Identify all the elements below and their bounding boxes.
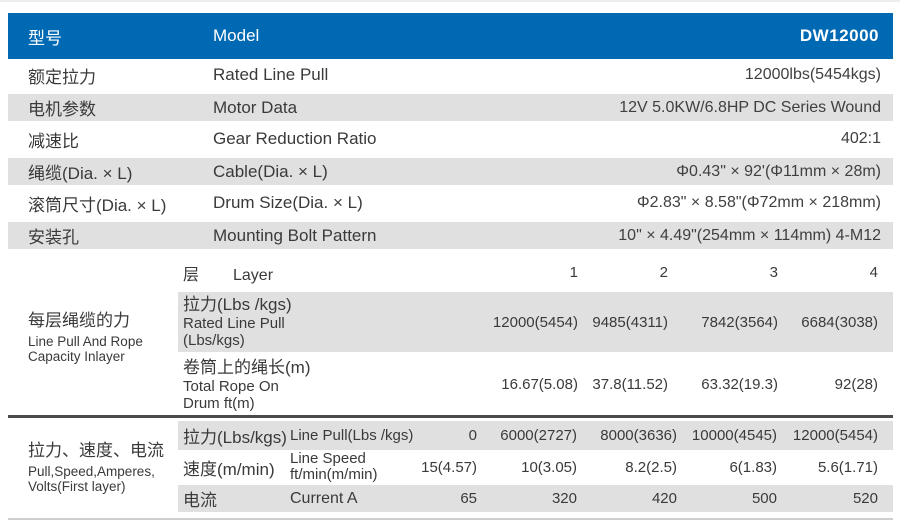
layer-header-label: 层 Layer [178, 261, 450, 285]
layer-pull-row: 拉力(Lbs /kgs) Rated Line Pull (Lbs/kgs) 1… [178, 290, 893, 354]
spec-label-cn: 安装孔 [28, 228, 79, 247]
perf-speed-value: 8.2(2.5) [625, 458, 677, 476]
layer-header-row: 层 Layer 1 2 3 4 [178, 255, 893, 290]
perf-speed-value: 10(3.05) [521, 458, 577, 476]
section-divider [8, 415, 893, 418]
spec-label-en: Rated Line Pull [213, 65, 329, 84]
side-label-cn: 每层绳缆的力 [28, 310, 130, 330]
performance-pull-row: 拉力(Lbs/kgs) Line Pull(Lbs /kgs) 0 6000(2… [178, 418, 893, 450]
layer-rope-label: 卷筒上的绳长(m) Total Rope On Drum ft(m) [178, 358, 450, 412]
spec-value: Φ0.43" × 92'(Φ11mm × 28m) [676, 162, 881, 180]
spec-label-cn: 电机参数 [28, 100, 96, 119]
perf-pull-value: 0 [468, 427, 477, 444]
spec-value: 10" × 4.49"(254mm × 114mm) 4-M12 [618, 226, 881, 244]
layer-number: 3 [769, 264, 778, 281]
layer-capacity-section: 每层绳缆的力 Line Pull And Rope Capacity Inlay… [8, 255, 893, 415]
perf-speed-value: 5.6(1.71) [817, 458, 878, 476]
perf-current-label-cn: 电流 [183, 491, 217, 510]
pull-value: 9485(4311) [592, 313, 668, 331]
perf-speed-label-en: Line Speed ft/min(m/min) [290, 451, 420, 483]
performance-section: 拉力、速度、电流 Pull,Speed,Amperes, Volts(First… [8, 418, 893, 512]
spec-label-cn: 额定拉力 [28, 67, 96, 87]
spec-table: 型号 Model DW12000 额定拉力 Rated Line Pull 12… [8, 13, 893, 520]
model-label-cn: 型号 [28, 28, 62, 48]
perf-speed-value: 6(1.83) [729, 458, 777, 476]
perf-current-value: 320 [551, 490, 577, 507]
perf-pull-label-en: Line Pull(Lbs /kgs) [290, 426, 414, 444]
layer-rope-row: 卷筒上的绳长(m) Total Rope On Drum ft(m) 16.67… [178, 354, 893, 415]
rope-value: 37.8(11.52) [592, 376, 668, 393]
model-value: DW12000 [799, 26, 879, 45]
speed-label-en-line2: ft/min(m/min) [290, 466, 378, 483]
rope-label-cn: 卷筒上的绳长(m) [183, 357, 311, 377]
pull-label-cn: 拉力(Lbs /kgs) [183, 295, 292, 314]
perf-pull-value: 8000(3636) [600, 427, 677, 444]
side-label-en: Volts(First layer) [28, 479, 126, 494]
side-label-en: Pull,Speed,Amperes, [28, 463, 155, 479]
layer-section-side-label: 每层绳缆的力 Line Pull And Rope Capacity Inlay… [8, 255, 178, 415]
performance-speed-row: 速度(m/min) Line Speed ft/min(m/min) 15(4.… [178, 450, 893, 484]
spec-row-rated-line-pull: 额定拉力 Rated Line Pull 12000lbs(5454kgs) [8, 59, 893, 91]
spec-value: Φ2.83" × 8.58"(Φ72mm × 218mm) [636, 194, 881, 211]
bottom-divider [8, 518, 893, 520]
spec-label-en: Cable(Dia. × L) [213, 161, 328, 181]
pull-label-en: Rated Line Pull [183, 315, 285, 332]
perf-current-value: 65 [460, 490, 477, 507]
side-label-cn: 拉力、速度、电流 [28, 440, 164, 460]
spec-label-cn: 绳缆(Dia. × L) [28, 164, 133, 183]
spec-label-en: Drum Size(Dia. × L) [213, 193, 363, 212]
layer-label-cn: 层 [183, 266, 200, 284]
spec-label-cn: 减速比 [28, 131, 79, 151]
spec-label-en: Motor Data [213, 97, 298, 117]
perf-speed-label-cn: 速度(m/min) [183, 459, 275, 479]
perf-speed-value: 15(4.57) [421, 458, 477, 476]
layer-number: 1 [569, 264, 578, 281]
side-label-en: Line Pull And Rope [28, 333, 143, 349]
perf-pull-label-cn: 拉力(Lbs/kgs) [183, 428, 287, 447]
spec-label-cn: 滚筒尺寸(Dia. × L) [28, 195, 167, 215]
spec-row-drum-size: 滚筒尺寸(Dia. × L) Drum Size(Dia. × L) Φ2.83… [8, 187, 893, 219]
perf-pull-value: 12000(5454) [792, 427, 878, 444]
pull-value: 7842(3564) [701, 313, 778, 331]
perf-current-value: 520 [852, 490, 878, 507]
perf-current-label-en: Current A [290, 489, 358, 507]
pull-label-en: (Lbs/kgs) [183, 332, 245, 349]
layer-number: 4 [869, 264, 878, 281]
pull-value: 12000(5454) [492, 313, 578, 331]
rope-value: 92(28) [834, 376, 878, 393]
spec-row-motor-data: 电机参数 Motor Data 12V 5.0KW/6.8HP DC Serie… [8, 91, 893, 123]
top-hairline [0, 0, 900, 2]
spec-row-cable: 绳缆(Dia. × L) Cable(Dia. × L) Φ0.43" × 92… [8, 155, 893, 187]
side-label-en: Capacity Inlayer [28, 349, 125, 364]
spec-row-gear-ratio: 减速比 Gear Reduction Ratio 402:1 [8, 123, 893, 155]
rope-label-en: Total Rope On [183, 377, 279, 395]
speed-label-en-line1: Line Speed [290, 450, 366, 467]
rope-value: 63.32(19.3) [701, 376, 778, 393]
spec-value: 12000lbs(5454kgs) [744, 66, 881, 83]
rope-value: 16.67(5.08) [501, 376, 578, 393]
layer-label-en: Layer [233, 266, 274, 284]
rope-label-en: Drum ft(m) [183, 394, 255, 412]
spec-value: 402:1 [840, 130, 881, 147]
perf-current-value: 500 [751, 490, 777, 507]
spec-label-en: Mounting Bolt Pattern [213, 225, 377, 245]
spec-label-en: Gear Reduction Ratio [213, 129, 377, 148]
spec-row-mounting-bolt: 安装孔 Mounting Bolt Pattern 10" × 4.49"(25… [8, 219, 893, 251]
perf-current-value: 420 [651, 490, 677, 507]
layer-pull-label: 拉力(Lbs /kgs) Rated Line Pull (Lbs/kgs) [178, 295, 450, 349]
performance-subtable: 拉力(Lbs/kgs) Line Pull(Lbs /kgs) 0 6000(2… [178, 418, 893, 512]
performance-side-label: 拉力、速度、电流 Pull,Speed,Amperes, Volts(First… [8, 418, 178, 512]
spec-value: 12V 5.0KW/6.8HP DC Series Wound [619, 98, 881, 116]
pull-value: 6684(3038) [801, 313, 878, 331]
layer-subtable: 层 Layer 1 2 3 4 拉力(Lbs /kgs) Rated Line P… [178, 255, 893, 415]
model-header-row: 型号 Model DW12000 [8, 13, 893, 59]
performance-current-row: 电流 Current A 65 320 420 500 520 [178, 484, 893, 512]
layer-number: 2 [659, 264, 668, 281]
model-label-en: Model [213, 26, 260, 45]
perf-pull-value: 10000(4545) [691, 427, 777, 444]
perf-pull-value: 6000(2727) [500, 427, 577, 444]
